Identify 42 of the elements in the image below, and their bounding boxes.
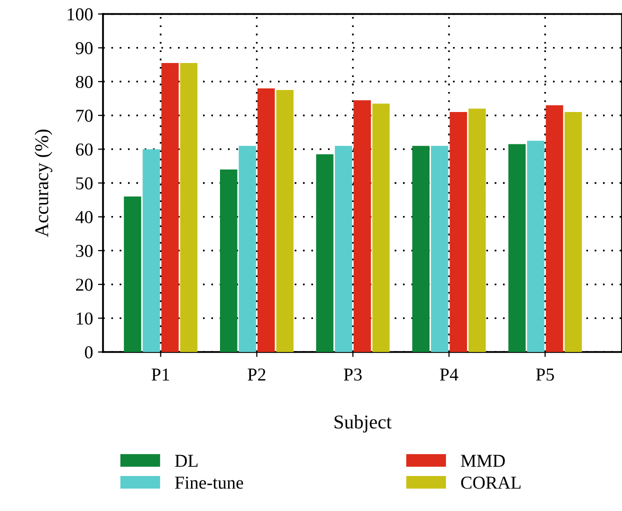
y-tick-label: 20 <box>76 278 93 291</box>
x-tick-label: P5 <box>536 368 554 381</box>
y-tick-label: 100 <box>68 8 93 20</box>
y-tick-label: 70 <box>76 110 93 122</box>
bar <box>450 112 468 352</box>
bar <box>354 100 371 352</box>
bar <box>124 196 142 352</box>
legend-label: CORAL <box>461 476 521 489</box>
y-tick-label: 80 <box>76 76 93 88</box>
y-axis-title: Accuracy (%) <box>34 130 52 238</box>
legend-label: DL <box>175 454 198 467</box>
bar <box>180 63 198 352</box>
bar <box>372 104 390 352</box>
bar <box>334 146 352 352</box>
bar <box>276 90 294 352</box>
x-tick-label: P2 <box>248 368 266 380</box>
bar <box>258 88 275 352</box>
x-tick-label: P1 <box>152 368 170 380</box>
y-tick-label: 90 <box>76 42 93 54</box>
bar <box>161 63 179 352</box>
y-tick-label: 10 <box>76 312 93 325</box>
x-axis-title: Subject <box>334 414 392 433</box>
bar <box>564 112 582 352</box>
x-tick-label: P4 <box>440 368 458 380</box>
bar <box>546 105 564 352</box>
legend-label: Fine-tune <box>175 476 244 489</box>
y-tick-label: 30 <box>76 244 93 258</box>
bar <box>430 146 448 352</box>
bar <box>412 146 430 352</box>
bar <box>468 108 486 352</box>
bar <box>142 149 160 352</box>
bar <box>238 146 256 352</box>
bar <box>220 169 238 352</box>
bar <box>508 144 526 352</box>
bar <box>316 154 334 352</box>
x-tick-label: P3 <box>344 368 362 381</box>
legend-label: MMD <box>460 454 505 467</box>
y-tick-label: 40 <box>76 211 93 224</box>
y-tick-label: 60 <box>76 143 93 156</box>
y-tick-label: 50 <box>76 177 93 190</box>
y-tick-label: 0 <box>84 346 93 358</box>
bar <box>527 140 544 352</box>
